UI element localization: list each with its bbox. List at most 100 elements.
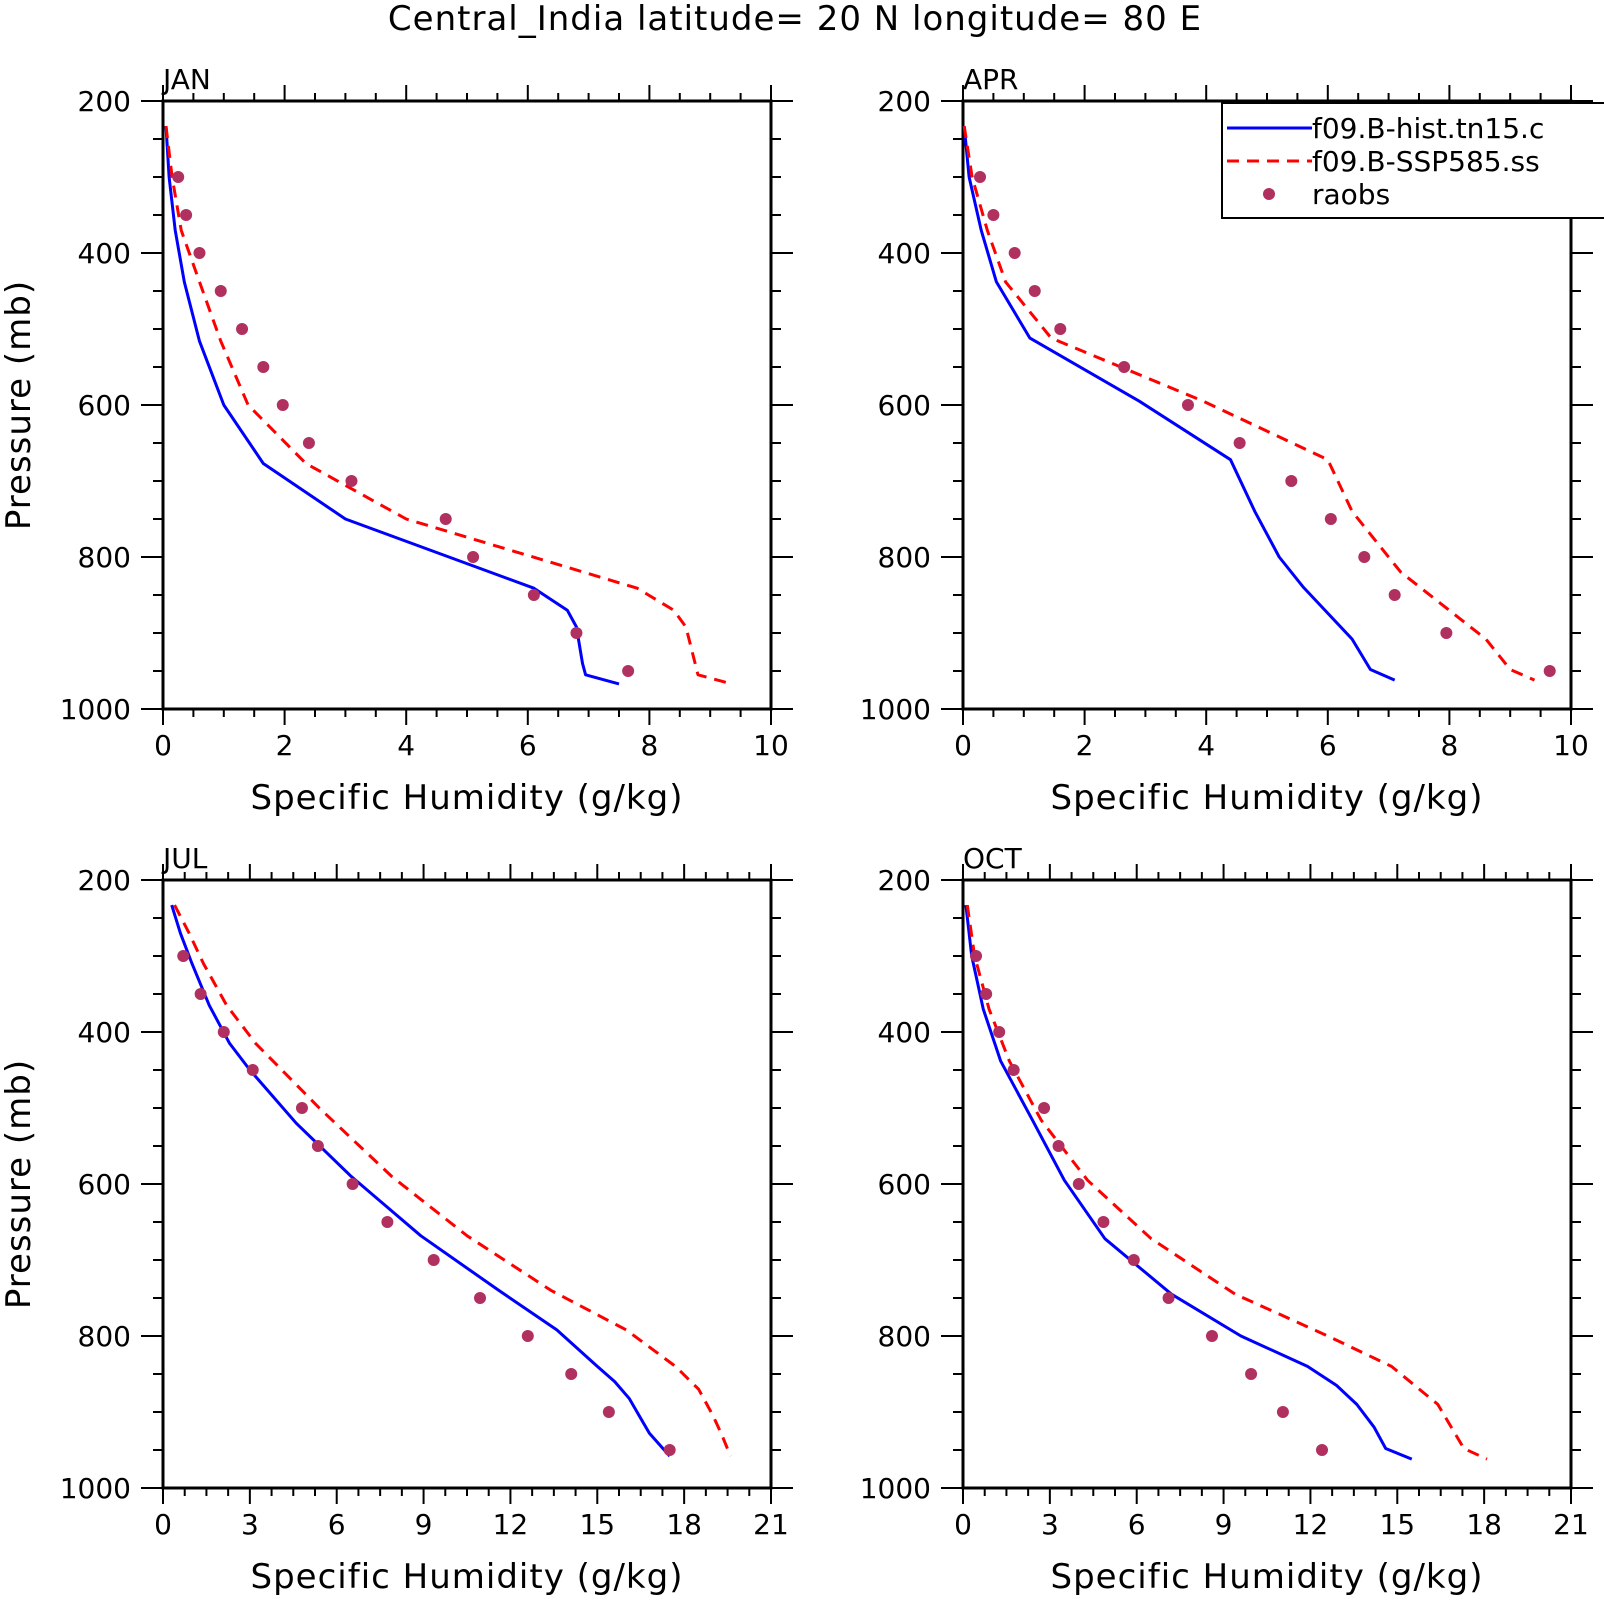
legend-box <box>1221 102 1604 219</box>
y-tick-label: 200 <box>878 85 931 118</box>
y-axis-label: Pressure (mb) <box>0 1059 39 1309</box>
raobs-point <box>1028 285 1041 297</box>
raobs-point <box>987 209 1000 221</box>
x-tick-label: 4 <box>397 729 415 762</box>
raobs-point <box>1388 589 1401 601</box>
raobs-point <box>1440 627 1453 639</box>
y-tick-label: 1000 <box>860 1472 931 1505</box>
legend-label: f09.B-SSP585.ss <box>1312 145 1540 178</box>
x-tick-label: 15 <box>579 1508 615 1541</box>
plot-frame <box>961 878 1573 1490</box>
panel-jul: JUL 0 3 6 9 12 15 18 21 200 400 600 800 1000 Specific … <box>0 842 793 1597</box>
raobs-point <box>311 1140 324 1152</box>
y-tick-label: 1000 <box>860 693 931 726</box>
panel-jan: JAN 0 2 4 6 8 10 200 400 600 800 1000 Specific Humid… <box>0 63 793 818</box>
raobs-point <box>521 1330 534 1342</box>
y-tick-label: 200 <box>78 864 131 897</box>
raobs-point <box>177 950 190 962</box>
raobs-point <box>993 1026 1006 1038</box>
x-tick-label: 21 <box>1553 1508 1589 1541</box>
x-axis-label: Specific Humidity (g/kg) <box>251 1557 684 1597</box>
x-tick-label: 10 <box>753 729 789 762</box>
raobs-point <box>381 1216 394 1228</box>
raobs-point <box>1097 1216 1110 1228</box>
panel-title: OCT <box>963 842 1023 875</box>
raobs-point <box>246 1064 259 1076</box>
y-axis-label: Pressure (mb) <box>0 280 39 530</box>
raobs-point <box>180 209 193 221</box>
y-tick-label: 800 <box>878 541 931 574</box>
y-tick-label: 400 <box>878 237 931 270</box>
panel-title: JUL <box>161 842 208 875</box>
x-tick-label: 10 <box>1553 729 1589 762</box>
y-tick-label: 400 <box>78 237 131 270</box>
y-tick-label: 800 <box>78 541 131 574</box>
raobs-point <box>193 247 206 259</box>
x-tick-label: 15 <box>1379 1508 1415 1541</box>
x-tick-label: 6 <box>519 729 537 762</box>
hist-line <box>164 126 620 686</box>
y-tick-label: 600 <box>78 389 131 422</box>
raobs-point <box>295 1102 308 1114</box>
raobs-point <box>980 988 993 1000</box>
legend-label: raobs <box>1312 178 1390 211</box>
ssp585-line <box>965 904 1488 1461</box>
x-tick-label: 6 <box>1128 1508 1146 1541</box>
raobs-point <box>1008 247 1021 259</box>
x-tick-label: 8 <box>1440 729 1458 762</box>
x-tick-label: 4 <box>1197 729 1215 762</box>
raobs-point <box>1233 437 1246 449</box>
panel-title: APR <box>963 63 1019 96</box>
raobs-point <box>1285 475 1298 487</box>
raobs-point <box>1181 399 1194 411</box>
x-tick-label: 0 <box>954 1508 972 1541</box>
raobs-point <box>427 1254 440 1266</box>
raobs-point <box>1276 1406 1289 1418</box>
raobs-point <box>1007 1064 1020 1076</box>
raobs-point <box>1052 1140 1065 1152</box>
x-tick-label: 3 <box>241 1508 259 1541</box>
x-tick-label: 0 <box>154 729 172 762</box>
x-tick-label: 2 <box>1076 729 1094 762</box>
raobs-point <box>602 1406 615 1418</box>
raobs-point <box>346 1178 359 1190</box>
ssp585-line <box>164 125 732 686</box>
panel-oct: OCT 0 3 6 9 12 15 18 21 200 400 600 800 1000 Specific … <box>860 842 1593 1597</box>
x-tick-label: 18 <box>1466 1508 1502 1541</box>
legend-label: f09.B-hist.tn15.c <box>1312 112 1544 145</box>
raobs-point <box>1316 1444 1329 1456</box>
x-tick-label: 12 <box>493 1508 529 1541</box>
raobs-point <box>1543 665 1556 677</box>
x-tick-label: 8 <box>640 729 658 762</box>
raobs-point <box>570 627 583 639</box>
raobs-point <box>467 551 480 563</box>
x-axis-label: Specific Humidity (g/kg) <box>1051 778 1484 818</box>
y-tick-label: 400 <box>878 1016 931 1049</box>
raobs-point <box>1205 1330 1218 1342</box>
figure-title: Central_India latitude= 20 N longitude= … <box>388 0 1202 39</box>
hist-line <box>964 904 1413 1461</box>
raobs-point <box>214 285 227 297</box>
raobs-point <box>1038 1102 1051 1114</box>
raobs-point <box>257 361 270 373</box>
raobs-point <box>217 1026 230 1038</box>
raobs-point <box>1072 1178 1085 1190</box>
x-axis-label: Specific Humidity (g/kg) <box>251 778 684 818</box>
ssp585-line <box>962 125 1536 682</box>
raobs-point <box>302 437 315 449</box>
x-tick-label: 12 <box>1293 1508 1329 1541</box>
raobs-point <box>663 1444 676 1456</box>
y-tick-label: 1000 <box>60 1472 131 1505</box>
raobs-point <box>439 513 452 525</box>
y-tick-label: 800 <box>78 1320 131 1353</box>
y-tick-label: 800 <box>878 1320 931 1353</box>
raobs-point <box>1245 1368 1258 1380</box>
raobs-point <box>565 1368 578 1380</box>
raobs-point <box>1358 551 1371 563</box>
raobs-point <box>276 399 289 411</box>
x-tick-label: 9 <box>1215 1508 1233 1541</box>
legend-marker-dot <box>1263 188 1275 200</box>
x-tick-label: 6 <box>328 1508 346 1541</box>
